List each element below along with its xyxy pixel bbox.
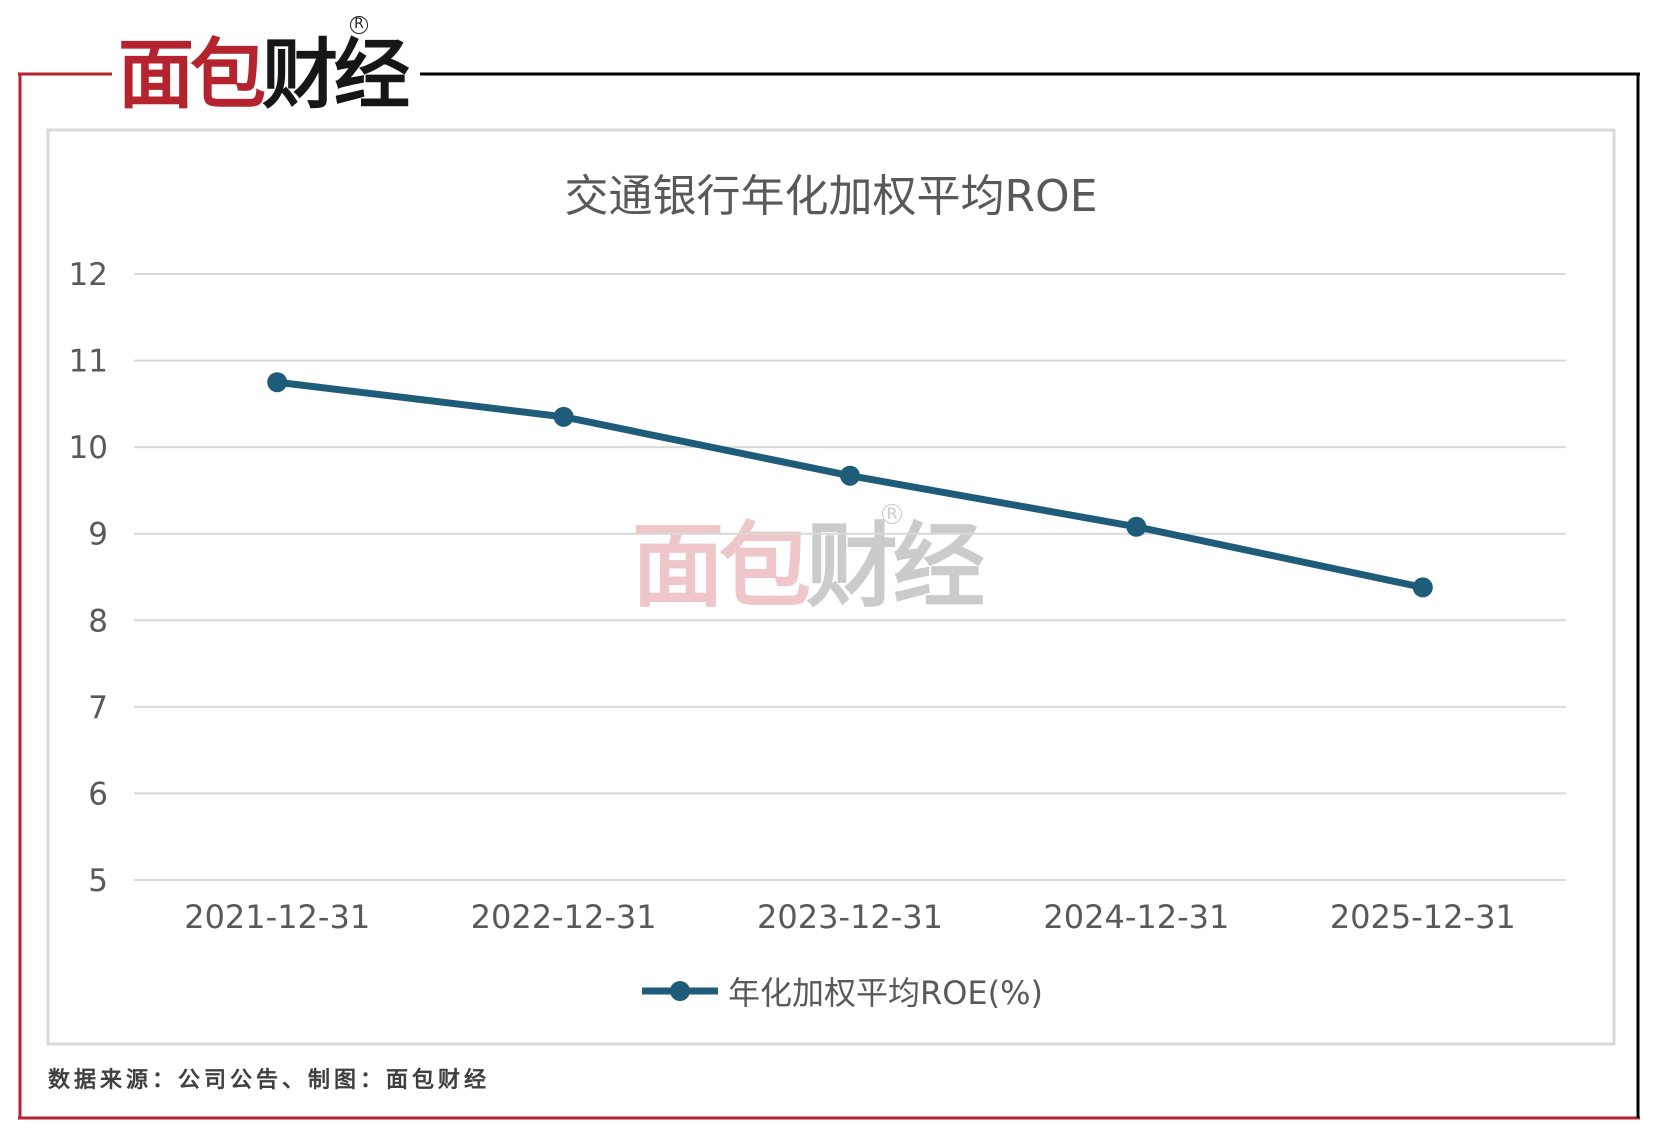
registered-mark-icon: R bbox=[350, 16, 368, 34]
chart-title: 交通银行年化加权平均ROE bbox=[564, 171, 1098, 222]
data-point bbox=[840, 465, 860, 486]
x-tick-label: 2021-12-31 bbox=[184, 898, 370, 936]
data-point bbox=[1126, 516, 1147, 537]
data-point bbox=[1412, 577, 1433, 598]
y-tick-label: 12 bbox=[69, 257, 108, 293]
y-tick-label: 6 bbox=[88, 776, 108, 812]
source-note: 数据来源：公司公告、制图：面包财经 bbox=[48, 1067, 491, 1093]
brand-logo: 面包财经 R bbox=[112, 16, 416, 120]
series bbox=[267, 372, 1433, 598]
watermark: 面包财经 R bbox=[632, 504, 985, 622]
gridlines bbox=[134, 273, 1566, 881]
data-point bbox=[267, 372, 288, 393]
brand-logo-dark: 财经 bbox=[262, 30, 410, 119]
y-tick-label: 11 bbox=[69, 344, 108, 380]
watermark-red: 面包 bbox=[632, 513, 811, 620]
y-tick-label: 5 bbox=[88, 863, 108, 899]
chart-border bbox=[46, 128, 1616, 1046]
y-tick-label: 10 bbox=[69, 430, 108, 466]
legend-label: 年化加权平均ROE(%) bbox=[728, 974, 1044, 1012]
y-tick-label: 7 bbox=[88, 690, 108, 726]
x-tick-label: 2025-12-31 bbox=[1330, 898, 1516, 936]
y-tick-label: 8 bbox=[88, 603, 108, 639]
watermark-registered-icon: R bbox=[882, 504, 903, 524]
watermark-dark: 财经 bbox=[806, 513, 985, 620]
x-tick-label: 2024-12-31 bbox=[1043, 898, 1229, 936]
x-tick-label: 2022-12-31 bbox=[471, 898, 657, 936]
legend-line-marker-icon bbox=[642, 981, 718, 1001]
y-axis-ticks: 12 11 10 9 8 7 6 5 bbox=[69, 257, 108, 899]
brand-logo-red: 面包 bbox=[118, 30, 266, 119]
data-point bbox=[553, 406, 574, 427]
x-tick-label: 2023-12-31 bbox=[757, 898, 943, 936]
legend: 年化加权平均ROE(%) bbox=[640, 966, 1043, 1016]
x-axis-ticks: 2021-12-31 2022-12-31 2023-12-31 2024-12-31… bbox=[184, 898, 1516, 936]
y-tick-label: 9 bbox=[88, 517, 108, 553]
